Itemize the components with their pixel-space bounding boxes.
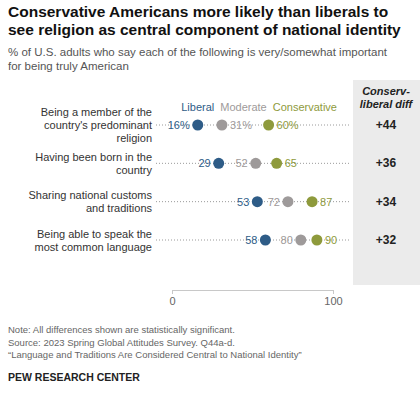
tick-label: 0 [169,295,175,307]
data-label: 31% [230,119,252,131]
legend-label: Liberal [181,101,214,113]
data-label: 58 [245,234,257,246]
text-line: most common language [35,241,152,253]
category-label: Having been born in thecountry [35,151,152,176]
dot [271,158,282,169]
tick: 0 [169,290,175,307]
dot [295,235,306,246]
source: PEW RESEARCH CENTER [8,371,140,383]
data-label: 80 [281,234,293,246]
text-line: liberal diff [360,98,414,110]
data-label: 87 [320,196,332,208]
dot [192,120,203,131]
dots [192,120,322,246]
data-label: 60% [277,119,299,131]
diff-label: +44 [376,118,397,132]
text-line: for being truly American [8,60,129,72]
dot [263,120,274,131]
category-label: Being a member of thecountry's predomina… [41,106,152,144]
dot [307,196,318,207]
data-label: 52 [235,157,247,169]
dot [250,158,261,169]
data-label: 90 [325,234,337,246]
dot [216,120,227,131]
diff-label: +34 [376,195,397,209]
note: “Language and Traditions Are Considered … [8,349,302,360]
text-line: and traditions [86,202,153,214]
x-axis: 0 100 [169,290,342,307]
text-line: Being able to speak the [37,228,152,240]
text-line: Conserv- [362,85,410,97]
text-line: % of U.S. adults who say each of the fol… [8,46,388,58]
subtitle: % of U.S. adults who say each of the fol… [8,46,388,72]
tick-label: 100 [324,295,342,307]
diff-label: +32 [376,233,397,247]
data-label: 16% [168,119,190,131]
axis-line [173,291,334,295]
note: Note: All differences shown are statisti… [8,324,235,335]
chart: Conservative Americans more likely than … [0,0,420,402]
text-line: Being a member of the [41,106,152,118]
category-label: Sharing national customsand traditions [28,189,152,214]
tick-mark [172,290,173,294]
data-label: 53 [237,196,249,208]
dot [311,235,322,246]
data-label: 72 [268,196,280,208]
diff-label: +36 [376,156,397,170]
data-label: 65 [285,157,297,169]
dot [260,235,271,246]
text-line: see religion as central component of nat… [8,21,401,38]
text-line: country's predominant [44,119,152,131]
legend-label: Moderate [220,101,266,113]
note: Source: 2023 Spring Global Attitudes Sur… [8,337,235,348]
legend-label: Conservative [273,101,337,113]
diff-title: Conserv-liberal diff [360,85,414,110]
title: Conservative Americans more likely than … [8,3,401,38]
text-line: Having been born in the [35,151,152,163]
dot [252,196,263,207]
text-line: Conservative Americans more likely than … [8,3,388,20]
text-line: religion [117,132,152,144]
dot [282,196,293,207]
tick-mark [333,290,334,294]
tick: 100 [324,290,342,307]
dot [213,158,224,169]
text-line: Sharing national customs [28,189,152,201]
text-line: country [116,164,153,176]
diff-background [353,80,420,285]
category-label: Being able to speak themost common langu… [35,228,152,253]
data-label: 29 [198,157,210,169]
